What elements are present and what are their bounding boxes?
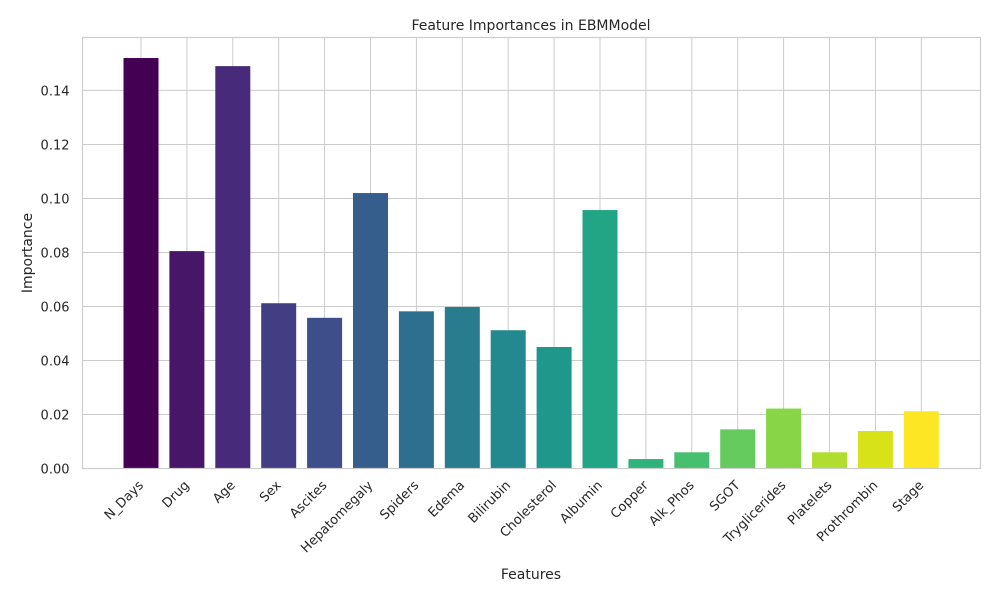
x-tick-label: Copper: [608, 478, 652, 522]
bar-tryglicerides: [766, 408, 802, 469]
y-tick-label: 0.02: [41, 408, 70, 423]
y-axis-label: Importance: [20, 213, 36, 293]
bar-copper: [628, 459, 664, 469]
y-ticks: 0.00 0.02 0.04 0.06 0.08 0.10 0.12 0.14: [41, 84, 70, 477]
bar-n-days: [123, 58, 159, 469]
x-tick-label: Sex: [257, 478, 285, 506]
bar-sex: [261, 303, 297, 469]
y-tick-label: 0.08: [41, 246, 70, 261]
x-tick-label: Albumin: [557, 478, 605, 526]
x-tick-label: N_Days: [102, 478, 147, 523]
x-tick-label: Ascites: [287, 478, 331, 522]
x-tick-label: Drug: [160, 478, 193, 511]
y-tick-label: 0.12: [41, 138, 70, 153]
x-tick-label: Edema: [426, 478, 468, 520]
bar-albumin: [582, 210, 618, 469]
bars-layer: [123, 58, 939, 469]
plot-frame: [81, 36, 982, 470]
bar-edema: [444, 307, 480, 469]
bar-platelets: [812, 452, 847, 469]
x-tick-label: Alk_Phos: [646, 478, 697, 529]
y-tick-label: 0.04: [41, 354, 70, 369]
bar-ascites: [307, 317, 343, 469]
x-tick-label: Age: [210, 478, 238, 506]
bar-stage: [903, 411, 939, 469]
y-tick-label: 0.06: [41, 300, 70, 315]
x-tick-label: Stage: [890, 478, 927, 515]
bar-cholesterol: [536, 346, 572, 469]
bar-spiders: [398, 311, 434, 469]
y-tick-label: 0.14: [41, 84, 70, 99]
y-tick-label: 0.00: [41, 463, 70, 478]
bar-sgot: [720, 429, 756, 469]
bar-prothrombin: [857, 430, 893, 469]
bar-age: [215, 66, 251, 469]
y-tick-label: 0.10: [41, 192, 70, 207]
bar-drug: [169, 251, 205, 469]
x-axis-label: Features: [501, 567, 561, 583]
x-tick-label: SGOT: [707, 478, 743, 514]
chart-title: Feature Importances in EBMModel: [411, 18, 650, 34]
x-tick-label: Bilirubin: [466, 478, 514, 526]
x-tick-label: Spiders: [377, 478, 422, 523]
bar-bilirubin: [490, 330, 526, 469]
bar-alk-phos: [674, 452, 710, 469]
bar-hepatomegaly: [353, 193, 388, 469]
